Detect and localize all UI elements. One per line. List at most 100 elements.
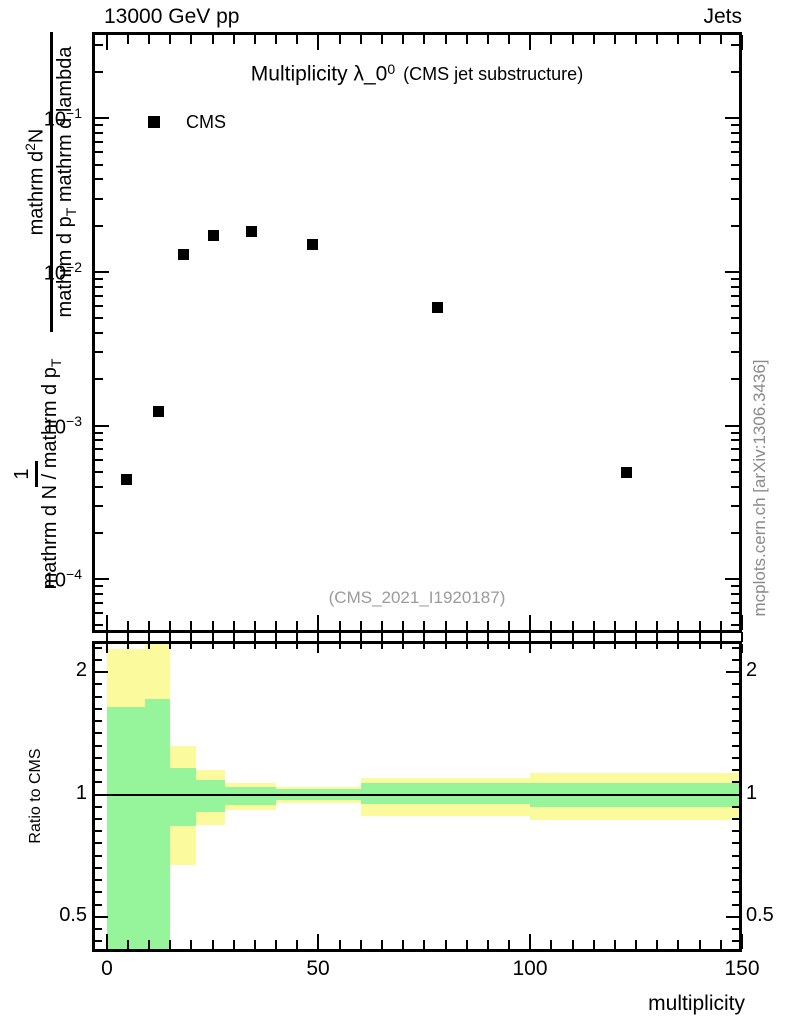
ratio-y-minor-tick bbox=[95, 891, 102, 893]
x-tick bbox=[381, 632, 383, 642]
y-minor-tick bbox=[731, 585, 739, 587]
x-tick bbox=[275, 35, 277, 44]
x-tick bbox=[508, 621, 510, 630]
y-minor-tick bbox=[731, 505, 739, 507]
y-minor-tick bbox=[95, 351, 103, 353]
y-minor-tick bbox=[731, 332, 739, 334]
ratio-y-minor-tick bbox=[95, 830, 102, 832]
x-tick bbox=[296, 632, 298, 642]
x-tick bbox=[339, 644, 341, 649]
y-minor-tick bbox=[731, 141, 739, 143]
y-minor-tick bbox=[731, 432, 739, 434]
x-tick bbox=[106, 615, 108, 630]
x-tick bbox=[550, 632, 552, 642]
x-tick bbox=[741, 934, 743, 949]
x-tick bbox=[656, 632, 658, 642]
x-tick bbox=[572, 644, 574, 649]
y-tick bbox=[725, 578, 739, 580]
x-tick bbox=[572, 35, 574, 44]
x-tick bbox=[720, 621, 722, 630]
y-minor-tick bbox=[731, 164, 739, 166]
x-tick bbox=[720, 632, 722, 642]
x-tick bbox=[275, 632, 277, 642]
x-tick bbox=[296, 35, 298, 44]
y-minor-tick bbox=[731, 278, 739, 280]
ratio-y-minor-tick bbox=[95, 867, 102, 869]
x-tick bbox=[614, 644, 616, 649]
x-tick bbox=[487, 632, 489, 642]
ratio-y-tick bbox=[95, 794, 108, 796]
data-point-marker bbox=[621, 467, 632, 478]
ratio-band-inner bbox=[106, 707, 145, 949]
ratio-y-minor-tick bbox=[95, 928, 102, 930]
y-minor-tick bbox=[95, 305, 103, 307]
x-tick bbox=[190, 644, 192, 649]
ratio-y-minor-tick bbox=[732, 720, 739, 722]
x-tick bbox=[487, 644, 489, 649]
data-point-marker bbox=[307, 239, 318, 250]
y-tick bbox=[725, 117, 739, 119]
ratio-y-tick-label: 0.5 bbox=[59, 904, 87, 926]
x-tick bbox=[190, 632, 192, 642]
ratio-y-minor-tick bbox=[95, 842, 102, 844]
x-tick bbox=[190, 35, 192, 44]
x-tick bbox=[656, 644, 658, 649]
x-tick bbox=[529, 934, 531, 949]
y-tick bbox=[95, 578, 109, 580]
y-minor-tick bbox=[95, 505, 103, 507]
x-tick bbox=[339, 35, 341, 44]
x-tick bbox=[148, 35, 150, 44]
x-tick bbox=[699, 940, 701, 949]
x-tick bbox=[466, 644, 468, 649]
y-tick-label: 10−4 bbox=[43, 566, 82, 592]
x-tick bbox=[360, 644, 362, 649]
ratio-y-minor-tick bbox=[95, 781, 102, 783]
y-minor-tick bbox=[95, 378, 103, 380]
y-minor-tick bbox=[731, 378, 739, 380]
y-minor-tick bbox=[731, 612, 739, 614]
x-tick bbox=[699, 644, 701, 649]
x-tick bbox=[339, 632, 341, 642]
x-tick bbox=[381, 35, 383, 44]
y-minor-tick bbox=[731, 225, 739, 227]
x-tick bbox=[423, 644, 425, 649]
y-minor-tick bbox=[95, 286, 103, 288]
x-tick bbox=[148, 621, 150, 630]
x-tick bbox=[550, 35, 552, 44]
x-tick bbox=[402, 632, 404, 642]
analysis-id-watermark: (CMS_2021_I1920187) bbox=[328, 588, 506, 607]
y-axis-label-fraction-bottom: 1 mathrm d N / mathrm d pT bbox=[9, 326, 67, 622]
y-axis-label-fraction-top: mathrm d2N mathrm d pT mathrm d lambda bbox=[18, 32, 79, 332]
x-tick bbox=[445, 35, 447, 44]
ratio-y-tick bbox=[95, 671, 108, 673]
x-tick bbox=[677, 621, 679, 630]
x-tick bbox=[572, 621, 574, 630]
x-tick bbox=[677, 632, 679, 642]
x-tick bbox=[169, 940, 171, 949]
y-minor-tick bbox=[731, 602, 739, 604]
y-tick bbox=[95, 117, 109, 119]
x-tick bbox=[148, 940, 150, 949]
ratio-y-minor-tick bbox=[732, 659, 739, 661]
ratio-y-minor-tick bbox=[95, 647, 102, 649]
x-tick bbox=[529, 615, 531, 630]
x-tick bbox=[445, 940, 447, 949]
y-minor-tick bbox=[731, 459, 739, 461]
y-minor-tick bbox=[95, 332, 103, 334]
y-minor-tick bbox=[95, 151, 103, 153]
x-tick bbox=[677, 35, 679, 44]
x-tick bbox=[402, 35, 404, 44]
x-tick bbox=[529, 35, 531, 50]
ratio-band-inner bbox=[360, 782, 531, 804]
ratio-y-axis-label: Ratio to CMS bbox=[27, 748, 44, 844]
x-tick bbox=[699, 35, 701, 44]
x-tick bbox=[572, 632, 574, 642]
x-tick bbox=[360, 632, 362, 642]
x-tick bbox=[233, 621, 235, 630]
x-tick bbox=[233, 35, 235, 44]
x-tick bbox=[360, 940, 362, 949]
x-tick bbox=[635, 644, 637, 649]
y-minor-tick bbox=[731, 486, 739, 488]
x-tick bbox=[445, 632, 447, 642]
x-tick bbox=[360, 35, 362, 44]
